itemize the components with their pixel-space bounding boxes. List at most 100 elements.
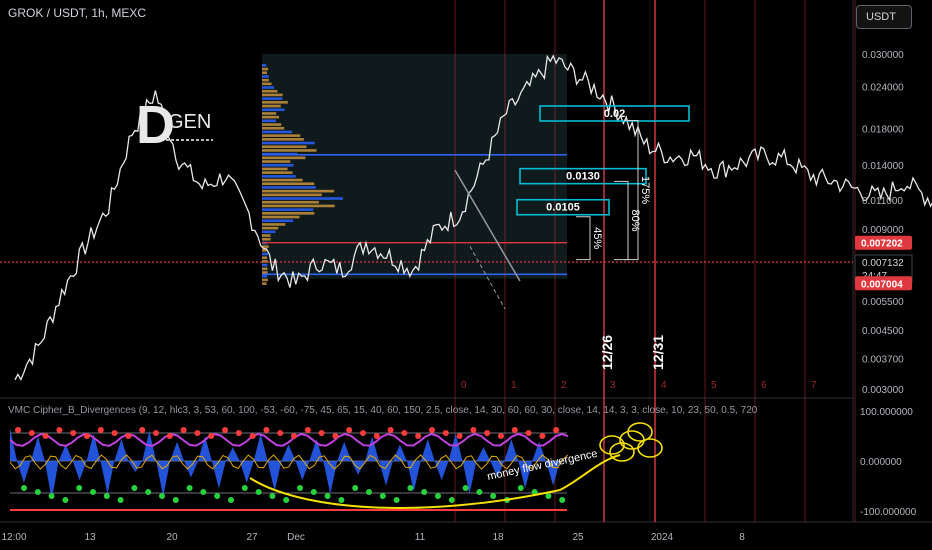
red-dot [153, 430, 159, 436]
target-label: 0.0105 [546, 202, 580, 214]
x-tick-label: 20 [166, 532, 178, 543]
y-tick-label: 0.003700 [862, 354, 904, 365]
trendline-projection [469, 246, 506, 310]
volume-profile-bar [262, 104, 281, 108]
count-label: 6 [761, 380, 767, 391]
grid-lines [0, 0, 932, 523]
red-dot [539, 433, 546, 439]
green-dot [407, 485, 414, 491]
volume-profile-bar [262, 149, 317, 152]
price-tag-upper-bg [855, 235, 912, 250]
volume-profile-bar [262, 163, 294, 167]
count-label: 2 [561, 380, 567, 391]
volume-profile-bar [262, 93, 283, 97]
green-dot [34, 489, 41, 495]
green-dot [103, 493, 110, 499]
green-dot [172, 497, 179, 503]
y-tick-label: 0.009000 [862, 225, 904, 236]
volume-profile-bar [262, 267, 268, 271]
volume-profile-bar [262, 141, 315, 145]
red-dot [346, 427, 353, 433]
green-dot [517, 485, 524, 491]
x-tick-label: Dec [287, 532, 305, 543]
volume-profile-bar [262, 123, 282, 126]
green-dot [366, 489, 372, 495]
volume-profile-bar [262, 237, 271, 241]
green-dot [228, 497, 234, 503]
volume-profile-bar [262, 204, 335, 208]
red-dot [97, 427, 104, 433]
y-tick-label: 0.018000 [862, 124, 904, 135]
scribble-loop [627, 422, 653, 442]
x-tick-label: 25 [572, 532, 584, 543]
volume-profile-bar [262, 67, 269, 71]
y-tick-label: 0.003000 [862, 385, 904, 396]
indicator-y-tick: -100.000000 [860, 507, 917, 518]
green-dot [379, 493, 386, 499]
volume-profile-bar [262, 256, 268, 260]
volume-profile-bar [262, 271, 268, 274]
green-dot [490, 493, 497, 499]
green-dot [131, 485, 138, 491]
count-label: 1 [511, 380, 517, 391]
y-tick-label: 0.004500 [862, 326, 904, 337]
red-dot [553, 427, 560, 433]
green-dot [117, 497, 124, 503]
x-tick-label: 13 [84, 532, 96, 543]
red-dot [373, 433, 380, 439]
green-dot [352, 485, 359, 491]
red-dot [470, 427, 477, 433]
volume-profile-bar [262, 156, 306, 160]
x-tick-label: 27 [246, 532, 258, 543]
green-dot [338, 497, 345, 503]
scribble-loop [599, 435, 625, 455]
volume-profile-bar [262, 219, 294, 223]
indicator-y-tick: 0.000000 [860, 457, 902, 468]
green-dot [241, 485, 248, 491]
red-dot [401, 430, 408, 436]
red-dot [15, 427, 21, 433]
red-dot [84, 433, 90, 439]
scribble-loop [609, 442, 635, 462]
volume-profile-bar [262, 101, 288, 104]
volume-profile-bar [262, 82, 272, 86]
volume-profile-bar [262, 186, 316, 189]
green-dot [310, 489, 317, 495]
price-series [14, 54, 932, 381]
green-dot [214, 493, 221, 499]
green-dot [297, 485, 303, 491]
percent-bracket [576, 216, 591, 261]
y-tick-label: 0.014000 [862, 161, 904, 172]
red-dot [442, 430, 449, 436]
green-dot [559, 497, 566, 503]
red-dot [511, 427, 518, 433]
red-dot [125, 433, 132, 439]
green-dot [393, 497, 400, 503]
red-dot [525, 430, 532, 436]
volume-profile-bar [262, 197, 343, 200]
volume-profile-bar [262, 130, 293, 134]
green-dot [21, 485, 27, 491]
volume-profile-bar [262, 167, 288, 171]
axes: 0.030000 0.024000 0.018000 0.014000 0.011000… [1, 50, 916, 543]
annotations: 0.02 0.0130 0.0105 175% 80% 45% 12/26 12/31 [454, 105, 690, 370]
currency-button[interactable]: USDT [856, 5, 912, 29]
volume-profile-bar [262, 200, 319, 204]
target-box [539, 105, 690, 122]
green-dot [159, 493, 165, 499]
scribble-loop [637, 438, 663, 458]
x-tick-label: 2024 [651, 532, 674, 543]
volume-profile-bar [262, 230, 276, 234]
target-label: 0.0130 [566, 171, 600, 183]
count-label: 5 [711, 380, 717, 391]
volume-profile-bar [262, 171, 293, 174]
trendline [454, 169, 521, 282]
red-dot [415, 433, 422, 439]
price-tag-lower-bg [855, 276, 912, 291]
volume-profile-bar [262, 126, 285, 130]
green-dot [186, 485, 193, 491]
green-dot [145, 489, 152, 495]
red-dot [456, 433, 463, 439]
